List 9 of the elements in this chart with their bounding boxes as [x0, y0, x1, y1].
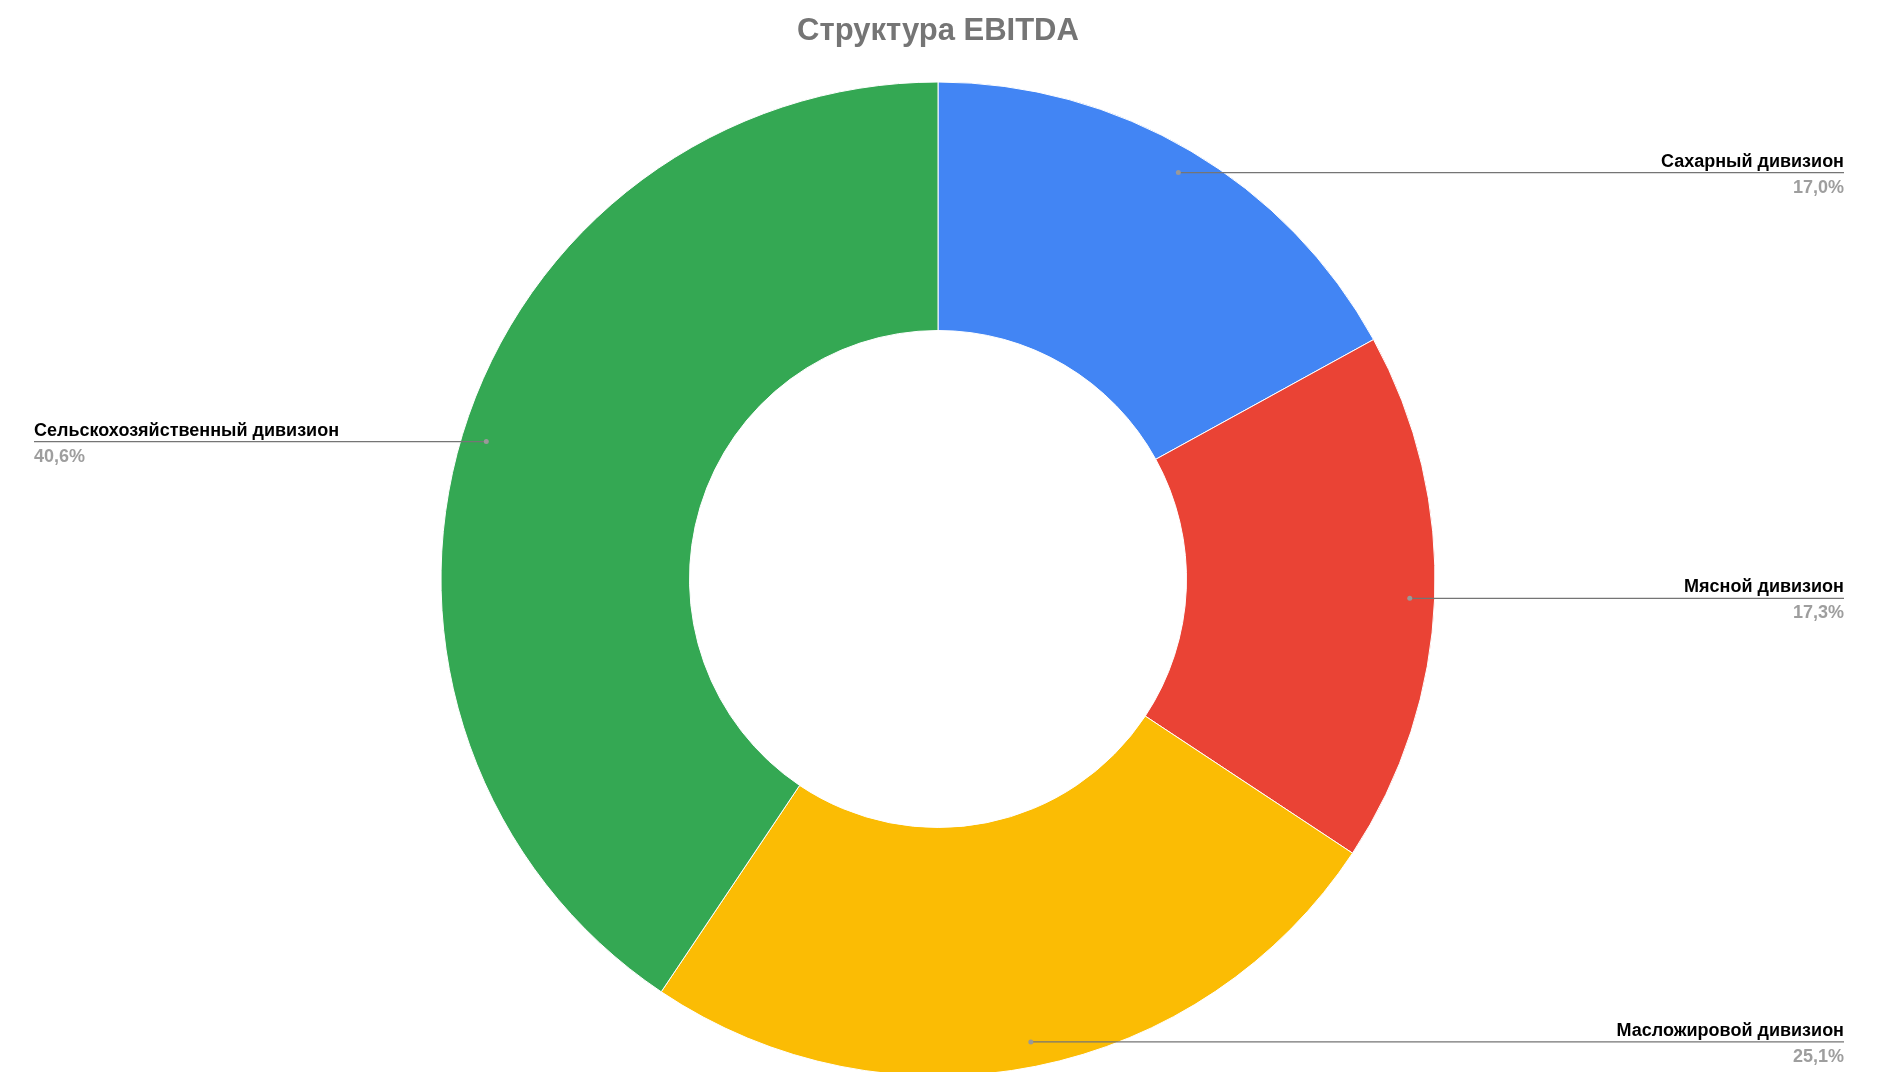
chart-title: Структура EBITDA	[797, 12, 1079, 47]
data-label: 25,1%	[1792, 1045, 1844, 1066]
slice-label: Сельскохозяйственный дивизион	[34, 419, 340, 440]
data-label: 17,3%	[1792, 602, 1844, 623]
slice-label: Мясной дивизион	[1684, 576, 1844, 597]
data-label: 40,6%	[34, 445, 86, 466]
slice-label: Масложировой дивизион	[1616, 1019, 1844, 1040]
slice-label: Сахарный дивизион	[1660, 150, 1844, 171]
data-label: 17,0%	[1792, 176, 1844, 197]
